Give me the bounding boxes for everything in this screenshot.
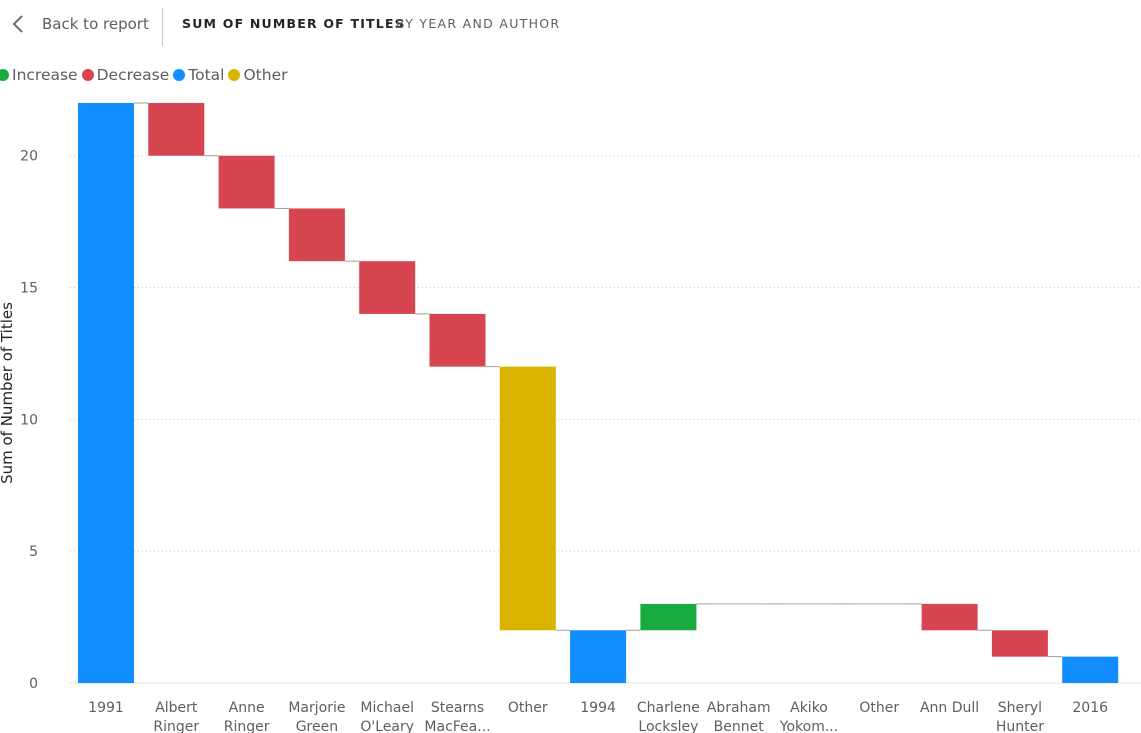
x-category-label: Abraham Bennet [707, 700, 771, 733]
x-category-label-line: Yokom... [779, 719, 838, 733]
bar-decrease [288, 208, 345, 262]
connectors [134, 102, 1063, 658]
bar-total [1062, 656, 1119, 683]
x-category-label: Marjorie Green [288, 700, 345, 733]
x-category-label-line: Locksley [638, 719, 698, 733]
legend-dot-icon [81, 69, 94, 81]
x-category-label-line: Green [296, 719, 338, 733]
header-divider [162, 8, 163, 46]
legend-item-other[interactable]: Other [228, 66, 288, 84]
x-category-label: Albert Ringer [153, 700, 199, 733]
bar-increase [640, 603, 697, 631]
page-title: SUM OF NUMBER OF TITLES [182, 16, 405, 31]
x-category-label-line: Anne [229, 700, 265, 716]
y-tick-label: 10 [20, 412, 38, 428]
x-category-label-line: Marjorie [288, 700, 345, 716]
x-category-label-line: Stearns [431, 700, 484, 716]
legend-label: Decrease [96, 66, 170, 84]
bar-decrease [429, 313, 486, 367]
x-category-label: 2016 [1072, 700, 1108, 716]
legend-dot-icon [228, 69, 241, 81]
x-category-label-line: Bennet [714, 719, 765, 733]
bar-decrease [218, 155, 275, 209]
header: Back to report SUM OF NUMBER OF TITLES B… [0, 0, 1141, 48]
legend: Increase Decrease Total Other [0, 64, 292, 86]
x-category-label-line: Michael [360, 700, 414, 716]
legend-dot-icon [0, 69, 9, 81]
waterfall-chart: 0 5 10 15 20 Sum of Number of Titles 1991 Alb… [0, 102, 1141, 733]
x-category-label: Ann Dull [920, 700, 979, 716]
x-category-label-line: Hunter [996, 719, 1044, 733]
x-category-label: Anne Ringer [224, 700, 270, 733]
x-category-label-line: Ringer [153, 719, 199, 733]
x-category-label-line: Other [508, 700, 548, 716]
y-tick-label: 5 [29, 544, 38, 560]
page-subtitle: BY YEAR AND AUTHOR [396, 16, 561, 31]
legend-item-decrease[interactable]: Decrease [81, 66, 170, 84]
x-category-label-line: Albert [155, 700, 198, 716]
y-tick-label: 20 [20, 149, 38, 165]
y-axis-ticks: 0 5 10 15 20 [20, 149, 38, 692]
x-category-label-line: Ringer [224, 719, 270, 733]
x-category-label: 1991 [88, 700, 124, 716]
bar-decrease [991, 630, 1048, 657]
x-category-label-line: Akiko [790, 700, 828, 716]
x-category-label: Charlene Locksley [637, 700, 700, 733]
back-label: Back to report [42, 15, 149, 33]
x-category-label: 1994 [580, 700, 616, 716]
x-category-label-line: Sheryl [998, 700, 1042, 716]
bar-total [78, 103, 134, 683]
legend-label: Increase [12, 66, 78, 84]
bar-decrease [148, 103, 205, 156]
x-category-label-line: MacFea... [424, 719, 490, 733]
x-category-label: Michael O'Leary [360, 700, 414, 733]
x-category-label: Other [508, 700, 548, 716]
bar-decrease [359, 261, 416, 314]
legend-dot-icon [173, 69, 186, 81]
legend-item-total[interactable]: Total [173, 66, 224, 84]
legend-label: Total [188, 66, 225, 84]
y-axis-label: Sum of Number of Titles [0, 302, 16, 484]
x-category-label-line: Other [859, 700, 899, 716]
x-category-label-line: Charlene [637, 700, 700, 716]
y-tick-label: 15 [20, 281, 38, 297]
x-category-label: Other [859, 700, 899, 716]
gridlines [70, 155, 1141, 684]
bar-decrease [921, 603, 978, 631]
bar-other [499, 366, 556, 631]
back-to-report-button[interactable]: Back to report [8, 10, 149, 38]
x-category-label-line: 2016 [1072, 700, 1108, 716]
x-category-label: Stearns MacFea... [424, 700, 490, 733]
x-category-label-line: Abraham [707, 700, 771, 716]
legend-item-increase[interactable]: Increase [0, 66, 78, 84]
x-category-label: Akiko Yokom... [779, 700, 838, 733]
legend-label: Other [243, 66, 288, 84]
x-category-label-line: Ann Dull [920, 700, 979, 716]
x-category-label-line: 1994 [580, 700, 616, 716]
chevron-left-icon [12, 15, 23, 33]
x-category-label-line: 1991 [88, 700, 124, 716]
x-category-label: Sheryl Hunter [996, 700, 1044, 733]
bar-total [570, 630, 627, 683]
x-category-label-line: O'Leary [360, 719, 414, 733]
bars [78, 103, 1119, 683]
y-tick-label: 0 [29, 676, 38, 692]
